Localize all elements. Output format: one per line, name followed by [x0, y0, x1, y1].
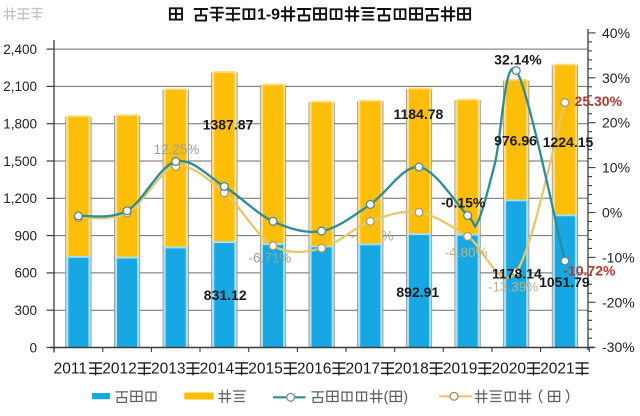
svg-text:1178.14: 1178.14 — [492, 266, 542, 282]
svg-text:-20%: -20% — [602, 294, 635, 310]
svg-text:2018: 2018 — [394, 361, 428, 378]
svg-text:1224.15: 1224.15 — [543, 134, 594, 150]
svg-text:976.96: 976.96 — [494, 132, 537, 148]
svg-text:1,500: 1,500 — [3, 154, 37, 169]
svg-text:30%: 30% — [602, 70, 630, 86]
svg-text:32.14%: 32.14% — [494, 52, 542, 68]
svg-text:-10.72%: -10.72% — [563, 263, 616, 279]
svg-text:1051.79: 1051.79 — [539, 274, 590, 290]
svg-text:2014: 2014 — [200, 361, 235, 378]
svg-text:2019: 2019 — [443, 361, 477, 378]
svg-text:25.30%: 25.30% — [575, 93, 623, 109]
svg-text:2013: 2013 — [151, 361, 185, 378]
svg-text:-6.71%: -6.71% — [249, 250, 292, 265]
svg-text:2017: 2017 — [346, 361, 380, 378]
svg-text:(: ( — [384, 388, 389, 405]
svg-text:0: 0 — [29, 340, 37, 355]
svg-text:2021: 2021 — [540, 361, 574, 378]
svg-text:12.25%: 12.25% — [154, 142, 200, 157]
svg-text:-10%: -10% — [602, 249, 635, 265]
svg-text:831.12: 831.12 — [204, 287, 247, 303]
svg-text:892.91: 892.91 — [396, 284, 439, 300]
svg-text:0%: 0% — [602, 205, 622, 221]
svg-text:10%: 10% — [602, 160, 630, 176]
svg-text:): ) — [403, 388, 408, 405]
svg-text:1184.78: 1184.78 — [393, 106, 443, 122]
svg-text:-4.80%: -4.80% — [445, 245, 488, 260]
svg-text:-0.15%: -0.15% — [441, 195, 486, 211]
svg-text:-30%: -30% — [602, 339, 635, 355]
svg-text:1,200: 1,200 — [3, 191, 37, 206]
svg-text:600: 600 — [14, 266, 37, 281]
svg-text:2020: 2020 — [492, 361, 527, 378]
svg-text:1387.87: 1387.87 — [203, 117, 254, 133]
svg-text:2016: 2016 — [297, 361, 331, 378]
svg-text:-13.39%: -13.39% — [488, 280, 538, 295]
svg-text:2015: 2015 — [248, 361, 282, 378]
svg-text:900: 900 — [14, 228, 37, 243]
svg-text:2012: 2012 — [102, 361, 136, 378]
svg-text:2,400: 2,400 — [3, 42, 37, 57]
svg-text:1,800: 1,800 — [3, 117, 37, 132]
svg-text:2011: 2011 — [54, 361, 87, 378]
svg-text:2,100: 2,100 — [3, 79, 37, 94]
svg-text:300: 300 — [14, 303, 37, 318]
svg-text:1-9: 1-9 — [257, 6, 280, 23]
svg-text:20%: 20% — [602, 115, 630, 131]
svg-text:40%: 40% — [602, 25, 630, 41]
